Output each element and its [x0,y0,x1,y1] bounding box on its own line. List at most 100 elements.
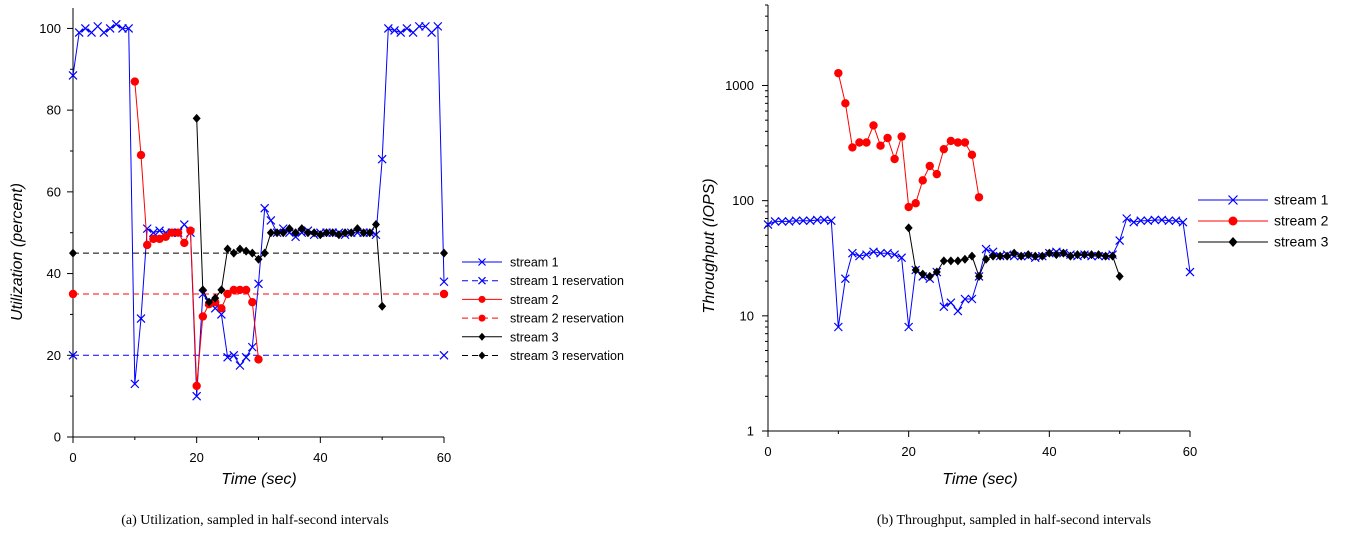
utilization-x-tick-label: 60 [437,450,451,465]
throughput-stream-1-point [876,248,885,258]
throughput-stream-3-point [1059,248,1068,258]
throughput-stream-1-point [1143,216,1153,226]
throughput-legend: stream 1 stream 2 stream 3 [1198,192,1329,250]
throughput-stream-1-point [784,217,794,226]
utilization-stream-3-point [334,230,343,240]
throughput-stream-3-point [975,271,983,281]
legend-stream-2-marker [478,295,486,303]
throughput-stream-2-point [841,99,850,108]
legend-stream-2-marker [1228,216,1238,226]
utilization-series-stream-3 [192,113,387,311]
utilization-stream-1-point [235,361,245,370]
throughput-stream-3-point [960,254,969,264]
throughput-stream-1-point [777,217,787,226]
throughput-stream-1-point [855,251,864,261]
throughput-stream-3-point [982,254,991,264]
utilization-stream-3-point [235,244,244,254]
utilization-stream-3-point [291,228,300,238]
legend-stream-1-marker [1228,195,1238,205]
throughput-stream-2-point [834,68,843,78]
utilization-chart: 0 20 40 60 0 20 40 60 80 100 Time (sec) Utilizati… [9,8,624,528]
throughput-stream-1-point [1164,216,1174,226]
utilization-stream-1-point [99,28,109,37]
utilization-y-tick-label: 40 [47,266,61,281]
throughput-stream-2-point [855,138,864,147]
throughput-stream-3-point [1038,251,1047,261]
utilization-stream-1-reservation-point [68,350,78,360]
utilization-stream-1-point [124,24,134,33]
throughput-stream-1-point [869,247,878,257]
utilization-y-axis-label: Utilization (percent) [9,183,26,321]
utilization-stream-3-point [198,285,207,295]
utilization-stream-1-point [254,279,263,289]
legend-stream-1-label: stream 1 [1274,192,1329,208]
utilization-stream-3-point [353,224,362,234]
utilization-stream-1-point [433,21,443,31]
utilization-stream-2-point [136,150,146,160]
utilization-stream-1-point [68,70,78,80]
throughput-y-tick-label: 100 [732,193,754,208]
throughput-stream-3-point [989,251,998,261]
throughput-stream-1-point [897,253,907,263]
utilization-x-axis-label: Time (sec) [221,471,296,488]
throughput-stream-3-point [1003,251,1012,261]
throughput-stream-3-point [1052,250,1061,260]
utilization-stream-3-point [341,228,350,238]
utilization-stream-1-point [74,28,84,37]
throughput-stream-1-point [798,216,808,226]
utilization-stream-1-point [383,24,393,33]
utilization-stream-3-point [273,228,282,238]
utilization-stream-1-point [396,28,406,37]
legend-stream-1-marker [478,258,486,266]
utilization-y-tick-label: 0 [54,430,61,445]
utilization-stream-3-point [248,248,257,258]
throughput-chart: 0 20 40 60 1 10 100 1000 Time (sec) Throughput … [701,4,1329,528]
utilization-stream-1-point [80,24,90,33]
throughput-stream-3-point [1010,248,1019,258]
utilization-stream-3-point [359,228,368,238]
utilization-stream-3-point [266,228,275,238]
throughput-series-stream-3 [904,223,1124,281]
throughput-stream-1-point [819,215,829,225]
legend-stream-2-reservation-label: stream 2 reservation [510,312,624,326]
utilization-stream-3-point [211,293,220,303]
throughput-stream-3-point [1031,251,1040,261]
utilization-stream-2-point [180,238,189,248]
throughput-stream-1-point [939,302,949,312]
throughput-stream-2-point [974,193,984,202]
utilization-stream-1-point [247,342,257,352]
legend-stream-3-marker [478,332,486,341]
utilization-stream-3-reservation-point [69,248,77,258]
utilization-stream-1-point [414,21,424,31]
throughput-stream-2-point [890,154,899,164]
throughput-stream-1-point [1185,267,1195,277]
throughput-stream-2-point [932,169,941,179]
utilization-stream-1-point [439,277,449,287]
throughput-stream-1-point [1129,217,1139,227]
legend-stream-2-reservation-marker [478,314,486,322]
utilization-stream-3-point [205,297,214,307]
utilization-stream-1-point [223,352,233,362]
utilization-stream-2-point [143,240,152,250]
throughput-stream-1-point [904,322,914,332]
utilization-stream-3-point [365,228,374,238]
utilization-stream-2-reservation-point [68,289,78,299]
throughput-stream-3-point [925,271,934,281]
throughput-stream-3-point [1024,250,1033,260]
utilization-series-stream-2 [130,77,263,391]
utilization-y-tick-label: 20 [47,348,61,363]
utilization-stream-1-point [130,379,140,389]
utilization-stream-1-point [179,220,189,229]
utilization-stream-1-point [142,224,152,234]
throughput-stream-3-point [996,251,1005,261]
utilization-stream-2-point [235,285,245,295]
throughput-stream-1-point [833,322,843,332]
throughput-stream-1-point [1178,217,1188,227]
legend-stream-1-label: stream 1 [510,256,559,270]
throughput-stream-3-point [911,265,920,275]
throughput-stream-1-point [1157,215,1167,225]
throughput-stream-1-point [812,215,822,225]
throughput-stream-3-point [1087,250,1096,260]
legend-stream-3-reservation-marker [478,351,486,360]
throughput-stream-1-point [770,217,780,226]
